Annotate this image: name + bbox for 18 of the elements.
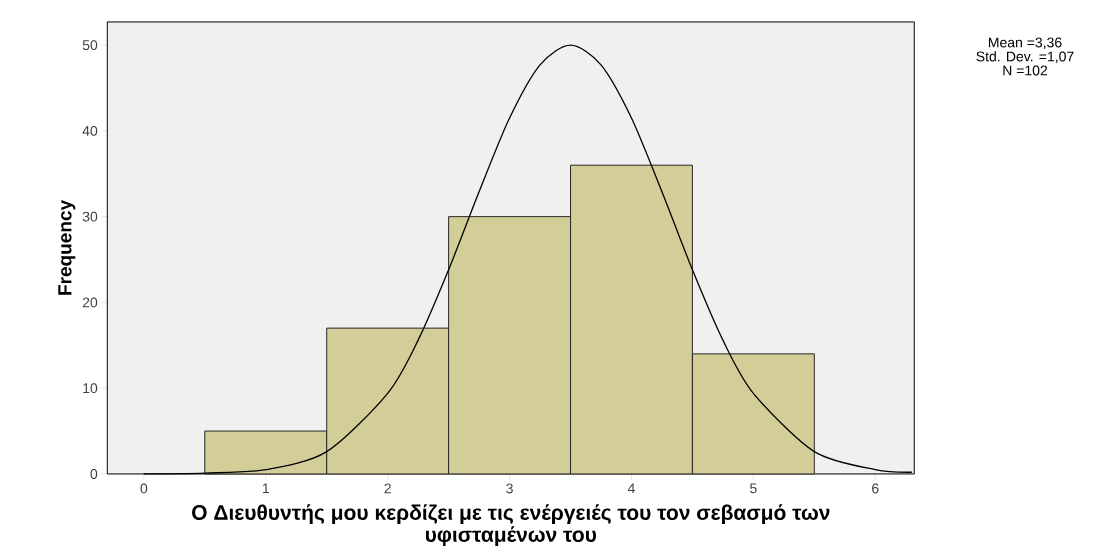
- x-tick-label: 6: [872, 483, 879, 494]
- text: Std. Dev. =1,07: [976, 51, 1074, 64]
- y-tick-label: 0: [90, 468, 98, 479]
- text: Mean =3,36: [988, 37, 1062, 50]
- x-tick-label: 5: [750, 483, 757, 494]
- y-tick-label: 50: [82, 40, 98, 51]
- x-tick-label: 3: [506, 483, 513, 494]
- y-tick-label: 10: [83, 383, 98, 394]
- x-tick-label: 2: [384, 483, 391, 494]
- text: N =102: [1003, 65, 1048, 76]
- y-tick-label: 20: [82, 297, 98, 308]
- y-tick-label: 30: [82, 211, 98, 222]
- y-tick-label: 40: [82, 125, 98, 136]
- x-tick-label: 1: [262, 483, 269, 494]
- y-axis-title: Frequency: [58, 200, 76, 295]
- x-tick-label: 4: [627, 483, 635, 494]
- x-axis-title: Ο Διευθυντής μου κερδίζει με τις ενέργειές του τον σεβασμό των υφισταμένων του: [192, 504, 830, 546]
- x-tick-label: 0: [140, 483, 148, 494]
